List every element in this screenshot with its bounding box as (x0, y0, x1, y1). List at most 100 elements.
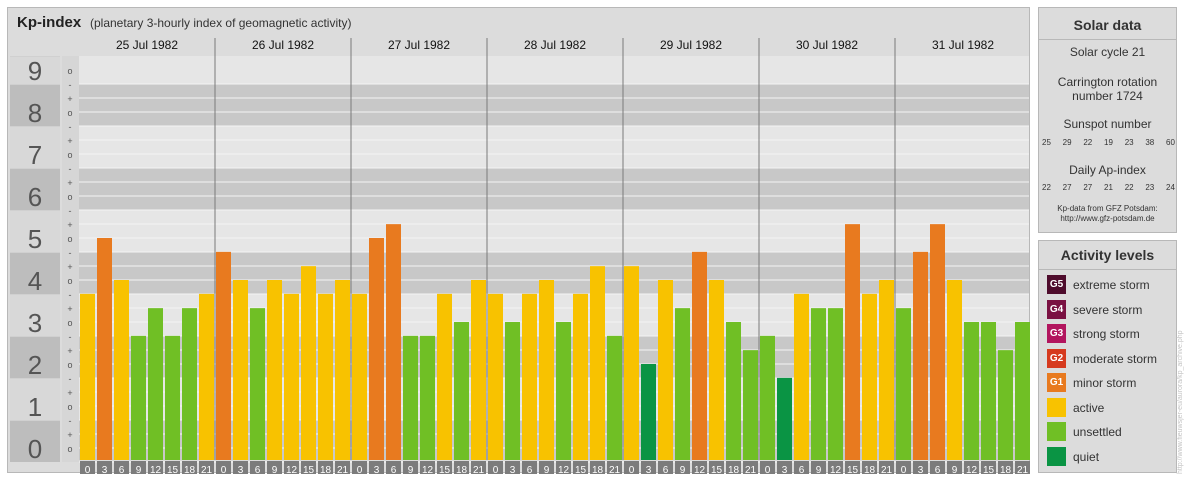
interval-box (97, 461, 112, 474)
interval-box (641, 461, 656, 474)
sub-tick-label: - (69, 290, 72, 300)
ap-value: 22 (1124, 183, 1134, 192)
y-axis-band (10, 127, 60, 168)
y-tick-label: 5 (28, 224, 42, 254)
legend-label: strong storm (1073, 327, 1140, 341)
y-tick-label: 1 (28, 392, 42, 422)
sunspot-value: 38 (1145, 138, 1155, 147)
interval-box (165, 461, 180, 474)
interval-start-label: 21 (337, 465, 349, 474)
sub-tick-column (62, 56, 79, 462)
kp-bar (131, 335, 146, 460)
interval-box (437, 461, 452, 474)
y-axis-band (10, 85, 60, 126)
kp-bar (658, 280, 673, 460)
day-header-strip (62, 38, 1029, 56)
sunspot-value: 19 (1104, 138, 1113, 147)
sub-tick-label: - (69, 206, 72, 216)
kp-band (79, 84, 1029, 126)
kp-bar (556, 322, 571, 460)
kp-bar-chart: 0123456789o+-o+-o+-o+-o+-o+-o+-o+-o+-o25… (10, 38, 1030, 474)
kp-bar (199, 293, 214, 460)
interval-start-label: 12 (694, 465, 706, 474)
y-axis-band (10, 295, 60, 336)
y-axis-band (10, 169, 60, 210)
interval-box (811, 461, 826, 474)
y-tick-label: 2 (28, 350, 42, 380)
legend-item: G1 minor storm (1047, 373, 1175, 393)
interval-box (131, 461, 146, 474)
interval-start-label: 6 (935, 465, 941, 474)
interval-start-label: 9 (816, 465, 822, 474)
interval-box (777, 461, 792, 474)
y-tick-label: 6 (28, 182, 42, 212)
interval-box (539, 461, 554, 474)
interval-start-label: 21 (745, 465, 757, 474)
kp-chart-panel: Kp-index (planetary 3-hourly index of ge… (7, 7, 1030, 474)
interval-start-label: 0 (357, 465, 363, 474)
kp-bar (471, 280, 486, 460)
interval-box (250, 461, 265, 474)
kp-bar (165, 335, 180, 460)
kp-bar (352, 293, 367, 460)
y-axis-band (10, 379, 60, 420)
interval-start-label: 3 (510, 465, 516, 474)
sub-tick-label: o (67, 108, 72, 118)
interval-start-label: 6 (119, 465, 125, 474)
legend-swatch: G3 (1047, 324, 1066, 343)
site-credit: http://www.fieuwsjer-eu/aurora/kp_archiv… (1177, 330, 1184, 474)
interval-start-label: 15 (711, 465, 723, 474)
interval-start-label: 21 (473, 465, 485, 474)
y-axis-band (10, 421, 60, 462)
interval-box (1015, 461, 1030, 474)
kp-band (79, 210, 1029, 252)
interval-box (420, 461, 435, 474)
kp-bar (879, 280, 894, 460)
interval-box (573, 461, 588, 474)
sub-tick-label: - (69, 416, 72, 426)
legend-item: active (1047, 397, 1175, 418)
kp-bar (318, 293, 333, 460)
interval-start-label: 0 (493, 465, 499, 474)
interval-box (607, 461, 622, 474)
interval-start-label: 12 (150, 465, 162, 474)
y-tick-label: 7 (28, 140, 42, 170)
legend-label: minor storm (1073, 376, 1137, 390)
solar-data-title: Solar data (1073, 17, 1142, 33)
sub-tick-label: - (69, 164, 72, 174)
sub-tick-label: + (67, 262, 72, 272)
kp-bar (97, 238, 112, 460)
interval-start-label: 3 (102, 465, 108, 474)
kp-bar (998, 350, 1013, 460)
interval-start-label: 18 (456, 465, 468, 474)
sub-tick-label: + (67, 346, 72, 356)
interval-start-label: 15 (847, 465, 859, 474)
legend-label: severe storm (1073, 302, 1143, 317)
sunspot-value: 23 (1124, 138, 1134, 147)
day-label: 28 Jul 1982 (524, 38, 586, 52)
kp-bar (624, 266, 639, 460)
sub-tick-label: o (67, 150, 72, 160)
kp-bar (811, 308, 826, 460)
kp-bar (981, 322, 996, 460)
kp-bar (284, 293, 299, 460)
data-source: Kp-data from GFZ Potsdam: (1057, 204, 1158, 213)
kp-bar (828, 308, 843, 460)
sub-tick-label: + (67, 178, 72, 188)
kp-bar (488, 293, 503, 460)
y-axis-band (10, 211, 60, 252)
interval-start-label: 12 (558, 465, 570, 474)
sub-tick-label: - (69, 80, 72, 90)
interval-start-label: 12 (830, 465, 842, 474)
interval-start-label: 12 (966, 465, 978, 474)
interval-start-label: 18 (184, 465, 196, 474)
interval-start-label: 15 (983, 465, 995, 474)
kp-bar (386, 224, 401, 460)
kp-bar (1015, 322, 1030, 460)
y-tick-label: 0 (28, 434, 42, 464)
interval-start-label: 9 (544, 465, 550, 474)
sub-tick-label: o (67, 360, 72, 370)
interval-start-label: 15 (167, 465, 179, 474)
interval-start-label: 18 (592, 465, 604, 474)
interval-box (488, 461, 503, 474)
